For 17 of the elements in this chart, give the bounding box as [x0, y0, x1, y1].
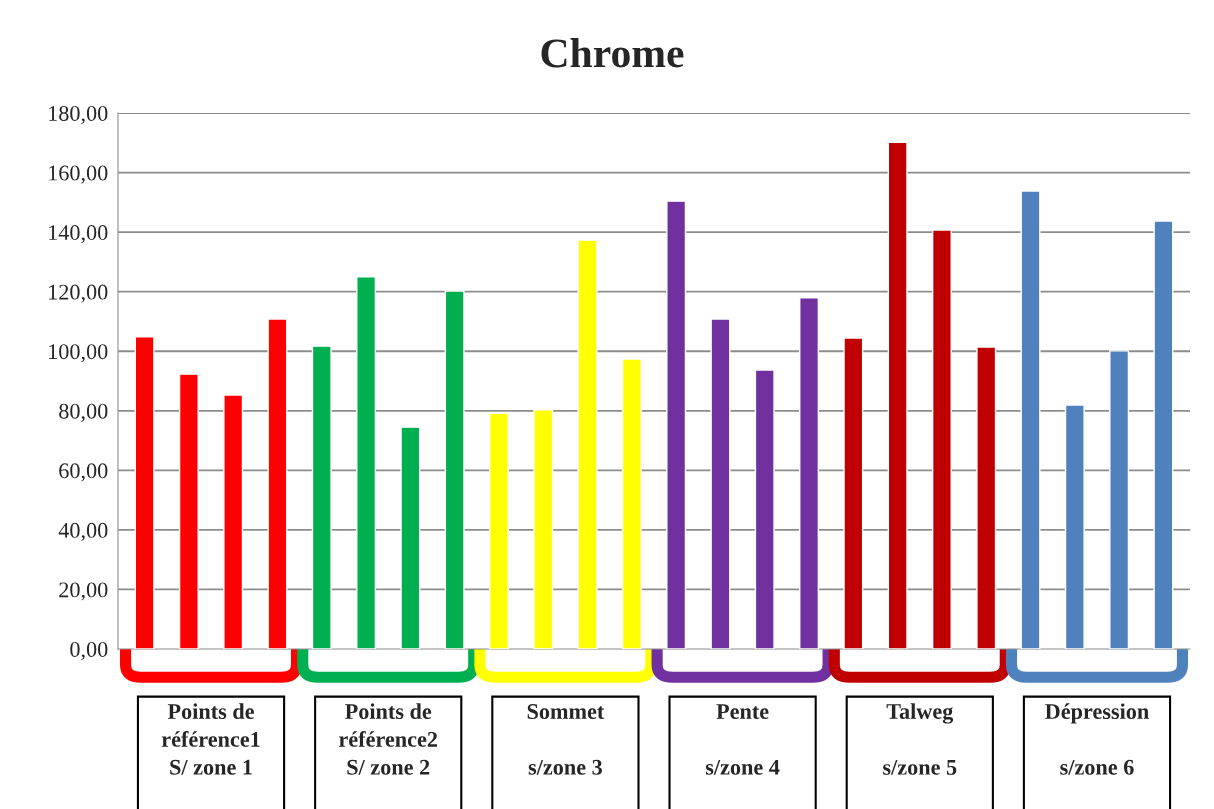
y-tick-label: 140,00	[49, 225, 108, 244]
y-tick-label: 20,00	[59, 582, 108, 601]
text: Pente s/zone 4	[705, 704, 780, 775]
y-tick-label: 160,00	[49, 165, 108, 184]
y-tick-label: 100,00	[49, 344, 108, 363]
y-tick-label: 80,00	[59, 403, 108, 422]
y-tick-label: 180,00	[49, 105, 108, 125]
text: Points de référence1 S/ zone 1	[161, 703, 260, 775]
chart-title: Chrome	[541, 38, 684, 68]
y-tick-label: 40,00	[58, 522, 108, 542]
y-tick-label: 120,00	[49, 284, 108, 303]
text: Dépression s/zone 6	[1045, 703, 1149, 775]
y-tick-label: 0,00	[70, 641, 108, 661]
y-tick-label: 60,00	[59, 463, 108, 482]
text: Talweg s/zone 5	[883, 703, 957, 775]
text: Points de référence2 S/ zone 2	[339, 703, 438, 775]
text: Sommet s/zone 3	[527, 704, 605, 775]
